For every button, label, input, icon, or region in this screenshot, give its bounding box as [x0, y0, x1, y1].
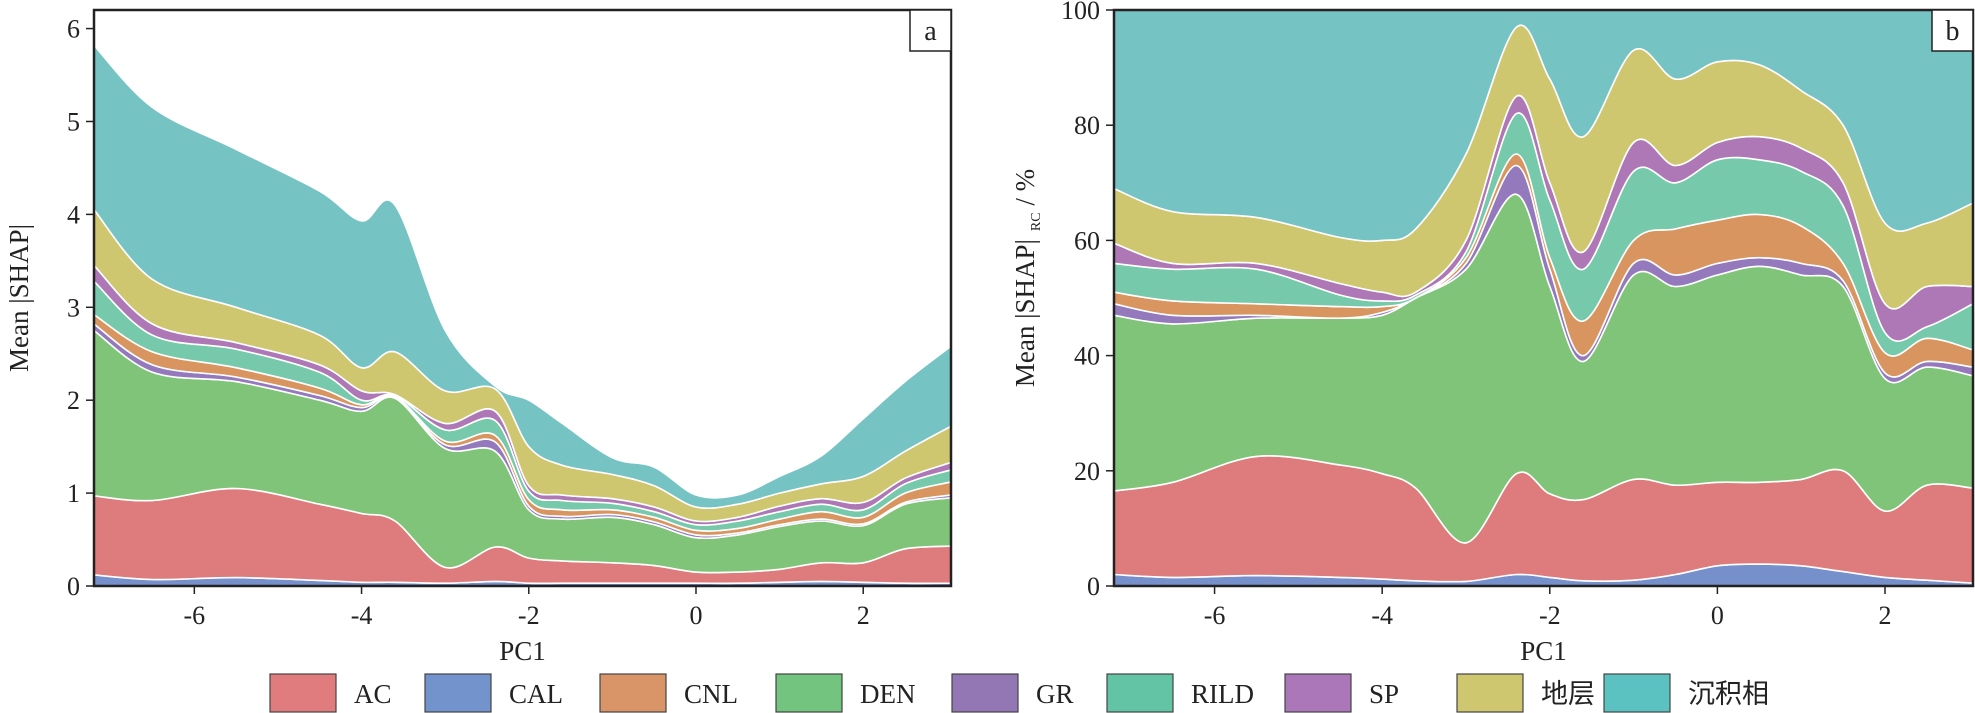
legend-label: 地层: [1541, 679, 1595, 709]
legend-label: 沉积相: [1688, 679, 1769, 709]
legend-label: RILD: [1191, 679, 1254, 709]
legend-item: CNL: [599, 673, 738, 713]
legend-swatch: [1603, 673, 1671, 713]
legend-swatch: [775, 673, 843, 713]
legend-item: 地层: [1456, 673, 1595, 713]
legend-item: GR: [951, 673, 1074, 713]
legend-swatch: [1106, 673, 1174, 713]
y-tick-label: 1: [67, 479, 80, 508]
y-tick-label: 40: [1074, 342, 1100, 371]
plot-frame: [92, 8, 953, 588]
x-tick-label: -2: [518, 601, 540, 630]
legend-item: DEN: [775, 673, 916, 713]
x-tick-label: -4: [351, 601, 373, 630]
x-tick-label: -2: [1539, 601, 1561, 630]
legend-swatch: [599, 673, 667, 713]
panel-label-text: a: [924, 16, 937, 47]
x-tick-label: 0: [1711, 601, 1724, 630]
x-tick-label: 2: [1879, 601, 1892, 630]
x-tick-label: 2: [857, 601, 870, 630]
area-沉积相: [1114, 10, 1973, 242]
legend-label: AC: [354, 679, 392, 709]
plot-frame: [1112, 8, 1975, 588]
y-tick-label: 20: [1074, 457, 1100, 486]
y-axis-label-unit: / %: [1010, 169, 1040, 213]
y-tick-label: 3: [67, 293, 80, 322]
x-tick-label: -4: [1371, 601, 1393, 630]
panel-label-text: b: [1946, 16, 1960, 47]
y-axis-label-subscript: RC: [1029, 212, 1044, 231]
legend-item: 沉积相: [1603, 673, 1769, 713]
x-axis-label: PC1: [499, 636, 546, 666]
y-tick-label: 100: [1061, 0, 1100, 25]
panel-a: a -6 -4 -2 0 2 0 1 2 3 4 5 6 PC1 Mean |SHAP|: [4, 8, 953, 666]
legend-swatch: [1284, 673, 1352, 713]
y-tick-label: 5: [67, 107, 80, 136]
x-tick-label: 0: [689, 601, 702, 630]
x-axis-label: PC1: [1520, 636, 1567, 666]
panel-label: b: [1931, 9, 1974, 52]
y-axis-label: Mean |SHAP| RC / %: [1010, 169, 1044, 387]
legend: AC CAL CNL DEN GR RILD SP 地层 沉积相: [269, 673, 1769, 713]
y-tick-label: 4: [67, 200, 80, 229]
y-axis-label-main: Mean |SHAP|: [1010, 239, 1040, 387]
x-tick-label: -6: [1204, 601, 1226, 630]
stacked-areas: [1114, 10, 1973, 586]
y-tick-label: 60: [1074, 226, 1100, 255]
legend-label: CNL: [684, 679, 738, 709]
y-tick-label: 6: [67, 15, 80, 44]
y-tick-label: 0: [67, 572, 80, 601]
legend-label: CAL: [509, 679, 563, 709]
legend-item: SP: [1284, 673, 1399, 713]
legend-item: CAL: [424, 673, 563, 713]
legend-label: GR: [1036, 679, 1074, 709]
legend-label: SP: [1369, 679, 1399, 709]
legend-label: DEN: [860, 679, 916, 709]
legend-swatch: [424, 673, 492, 713]
legend-swatch: [951, 673, 1019, 713]
panel-label: a: [909, 9, 952, 52]
legend-swatch: [269, 673, 337, 713]
legend-item: RILD: [1106, 673, 1254, 713]
y-tick-label: 80: [1074, 111, 1100, 140]
stacked-areas: [94, 44, 951, 586]
x-tick-label: -6: [183, 601, 205, 630]
y-tick-label: 0: [1087, 572, 1100, 601]
y-tick-label: 2: [67, 386, 80, 415]
legend-item: AC: [269, 673, 392, 713]
legend-swatch: [1456, 673, 1524, 713]
y-axis-label: Mean |SHAP|: [4, 224, 34, 372]
